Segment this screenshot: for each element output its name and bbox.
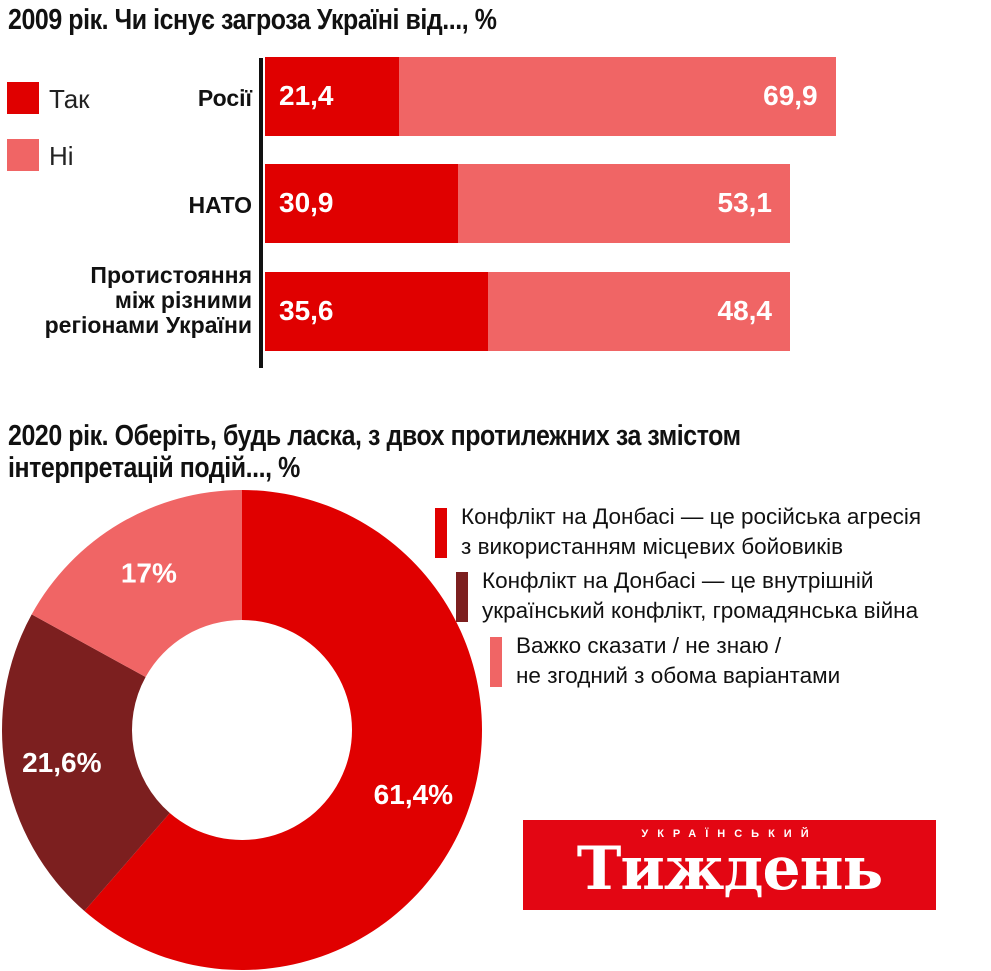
donut-legend-swatch-internal <box>456 572 468 622</box>
legend-item-no: Ні <box>7 137 137 171</box>
category-label-russia: Росії <box>197 85 252 111</box>
legend-label-yes: Так <box>49 84 90 114</box>
donut-legend-swatch-undecided <box>490 637 502 687</box>
bar-value-russia-no: 69,9 <box>763 80 818 111</box>
category-label-regions: Протистояння між різними регіонами Украї… <box>44 262 252 338</box>
donut-label-undecided: 17% <box>121 557 177 588</box>
tyzhden-logo: УКРАЇНСЬКИЙ Тиждень <box>523 820 936 910</box>
logo-subtitle: УКРАЇНСЬКИЙ <box>641 828 818 840</box>
donut-legend-label-internal: Конфлікт на Донбасі — це внутрішній укра… <box>482 568 919 623</box>
bar-value-russia-yes: 21,4 <box>279 80 334 111</box>
bar-russia-yes <box>265 57 399 136</box>
bar-regions-yes <box>265 272 488 351</box>
donut-slice-aggression <box>84 490 482 970</box>
bar-nato-yes <box>265 164 459 243</box>
y-axis-line <box>259 58 263 368</box>
donut-chart: 61,4% 21,6% 17% <box>1 490 482 970</box>
legend-item-yes: Так <box>7 80 137 114</box>
bar-value-regions-no: 48,4 <box>717 295 773 326</box>
legend-swatch-yes <box>7 82 39 114</box>
bar-regions-no <box>487 272 790 351</box>
bar-value-nato-no: 53,1 <box>717 187 773 218</box>
bar-value-nato-yes: 30,9 <box>279 187 334 218</box>
bar-value-regions-yes: 35,6 <box>279 295 334 326</box>
legend-swatch-no <box>7 139 39 171</box>
category-label-nato: НАТО <box>188 192 252 218</box>
donut-legend-label-aggression: Конфлікт на Донбасі — це російська агрес… <box>461 504 922 559</box>
donut-slice-internal <box>1 614 170 912</box>
donut-legend-swatch-aggression <box>435 508 447 558</box>
donut-legend-label-undecided: Важко сказати / не знаю / не згодний з о… <box>516 633 841 688</box>
bar-nato-no <box>458 164 790 243</box>
top-chart-title: 2009 рік. Чи існує загроза Україні від..… <box>8 4 497 36</box>
donut-slice-undecided <box>31 490 242 678</box>
donut-label-internal: 21,6% <box>22 747 101 778</box>
logo-name: Тиждень <box>576 834 884 904</box>
legend-label-no: Ні <box>49 141 74 171</box>
bar-russia-no <box>398 57 836 136</box>
bottom-chart-title: 2020 рік. Оберіть, будь ласка, з двох пр… <box>8 420 741 484</box>
donut-label-aggression: 61,4% <box>374 779 453 810</box>
